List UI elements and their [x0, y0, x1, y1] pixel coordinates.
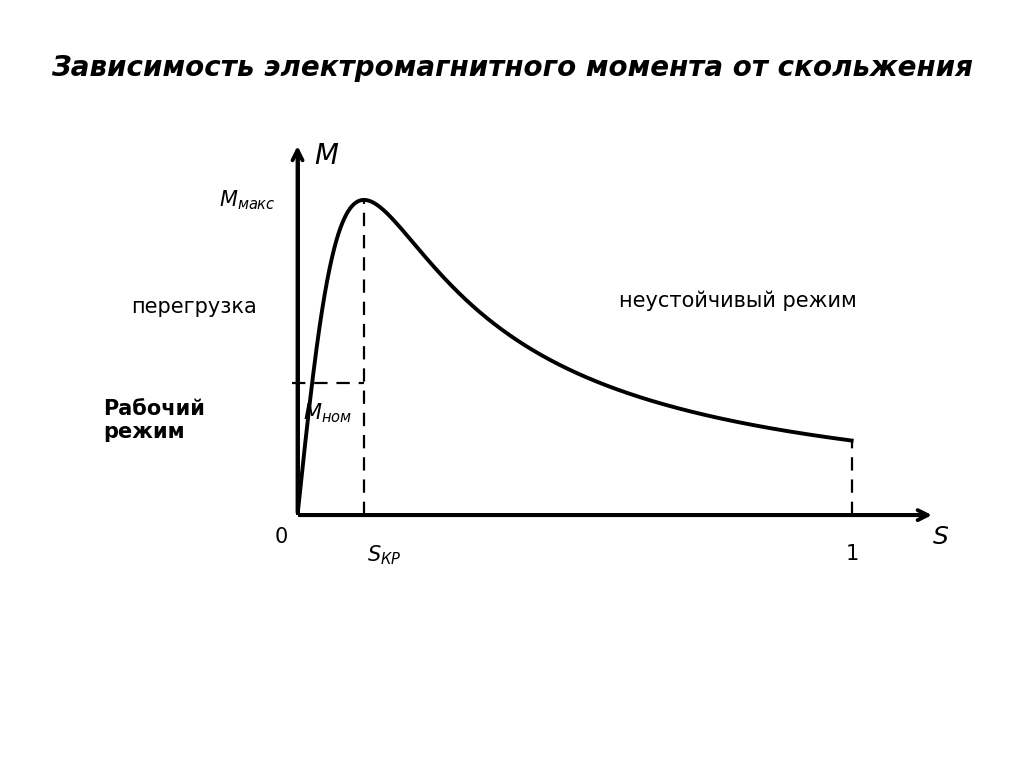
Text: $1$: $1$: [845, 544, 858, 564]
Text: $M$: $M$: [314, 142, 340, 170]
Text: неустойчивый режим: неустойчивый режим: [619, 290, 856, 311]
Text: перегрузка: перегрузка: [131, 297, 257, 317]
Text: Зависимость электромагнитного момента от скольжения: Зависимость электромагнитного момента от…: [51, 54, 973, 81]
Text: $S_{КР}$: $S_{КР}$: [367, 544, 401, 567]
Text: Рабочий
режим: Рабочий режим: [103, 399, 206, 442]
Text: $M_{ном}$: $M_{ном}$: [303, 402, 352, 425]
Text: $M_{макс}$: $M_{макс}$: [219, 188, 275, 212]
Text: $S$: $S$: [932, 525, 949, 549]
Text: $0$: $0$: [274, 527, 287, 547]
